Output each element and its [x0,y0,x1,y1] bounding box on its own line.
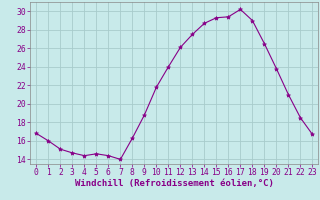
X-axis label: Windchill (Refroidissement éolien,°C): Windchill (Refroidissement éolien,°C) [75,179,274,188]
